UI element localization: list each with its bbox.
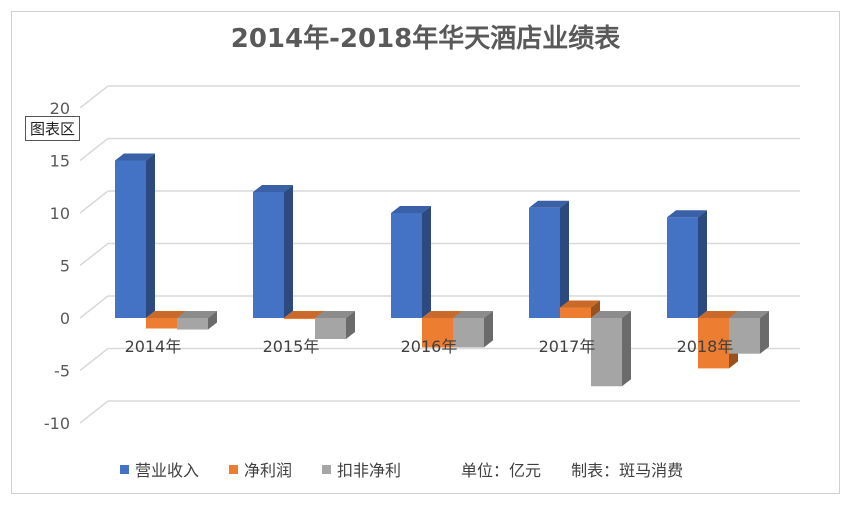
gridline-depth	[79, 85, 109, 109]
bar-2-4	[729, 318, 760, 354]
y-tick-label: -10	[44, 414, 70, 433]
y-tick-label: 5	[60, 257, 70, 276]
legend-item-net-profit: 净利润	[229, 457, 292, 481]
gridline-depth	[79, 295, 109, 319]
bar-2-3	[591, 318, 622, 387]
bar-1-4	[698, 318, 729, 369]
gridline-depth	[79, 242, 109, 267]
bar-side-0-2	[422, 206, 431, 318]
legend-swatch-revenue	[120, 464, 129, 474]
bar-1-2	[422, 318, 453, 348]
bar-2-2	[453, 318, 484, 348]
y-tick-label: -5	[54, 362, 70, 381]
legend-item-revenue: 营业收入	[120, 457, 199, 481]
legend-item-adjusted-profit: 扣非净利	[322, 457, 401, 481]
chart-area-tooltip: 图表区	[25, 116, 81, 141]
legend-label-net-profit: 净利润	[244, 461, 293, 480]
bar-side-2-2	[484, 311, 493, 348]
y-tick-label: 15	[50, 152, 70, 171]
gridline-depth	[79, 190, 109, 214]
bar-top-0-3	[529, 200, 569, 208]
bar-top-0-0	[115, 153, 155, 161]
bar-top-0-1	[253, 185, 293, 192]
x-tick-label: 2018年	[677, 337, 734, 356]
legend-label-revenue: 营业收入	[135, 461, 200, 480]
legend: 营业收入 净利润 扣非净利 单位：亿元 制表：斑马消费	[120, 458, 683, 480]
bar-top-2-2	[453, 311, 493, 318]
bar-0-0	[115, 160, 146, 318]
gridline-depth	[79, 137, 109, 162]
bar-0-1	[253, 192, 284, 318]
bar-side-0-4	[698, 210, 707, 318]
maker-note: 制表：斑马消费	[571, 461, 684, 480]
legend-swatch-adjusted-profit	[322, 464, 332, 474]
bar-top-1-0	[146, 311, 186, 318]
x-tick-label: 2015年	[263, 337, 320, 356]
x-tick-label: 2016年	[401, 337, 458, 356]
bar-top-1-1	[284, 311, 324, 318]
bar-top-2-0	[177, 311, 217, 318]
bar-0-4	[667, 217, 698, 318]
bar-2-0	[177, 318, 208, 330]
bar-side-1-3	[591, 300, 600, 318]
bar-0-3	[529, 207, 560, 318]
bar-side-0-0	[146, 153, 155, 318]
bar-side-0-3	[560, 200, 569, 318]
bar-2-1	[315, 318, 346, 339]
bar-1-0	[146, 318, 177, 329]
bar-side-2-3	[622, 311, 631, 387]
bar-top-2-4	[729, 311, 769, 318]
y-tick-label: 0	[60, 309, 70, 328]
bar-side-0-1	[284, 185, 293, 318]
chart-title: 2014年-2018年华天酒店业绩表	[230, 24, 621, 54]
x-tick-label: 2014年	[125, 337, 182, 356]
bar-top-1-4	[698, 311, 738, 318]
bar-top-1-2	[422, 311, 462, 318]
bar-1-1	[284, 318, 315, 320]
bar-0-2	[391, 213, 422, 318]
bar-side-2-1	[346, 311, 355, 339]
y-tick-label: 20	[50, 99, 70, 118]
bar-top-2-1	[315, 311, 355, 318]
x-tick-label: 2017年	[539, 337, 596, 356]
bar-top-0-2	[391, 206, 431, 213]
bar-top-0-4	[667, 210, 707, 218]
bar-side-2-0	[208, 311, 217, 330]
y-tick-label: 10	[50, 204, 70, 223]
unit-note: 单位：亿元	[461, 461, 542, 480]
legend-label-adjusted-profit: 扣非净利	[337, 461, 402, 480]
bar-top-2-3	[591, 311, 631, 318]
gridline-depth	[79, 400, 109, 424]
bar-top-1-3	[560, 300, 600, 308]
gridline-depth	[79, 347, 109, 372]
bar-1-3	[560, 307, 591, 318]
bar-side-2-4	[760, 311, 769, 354]
legend-swatch-net-profit	[229, 464, 239, 474]
